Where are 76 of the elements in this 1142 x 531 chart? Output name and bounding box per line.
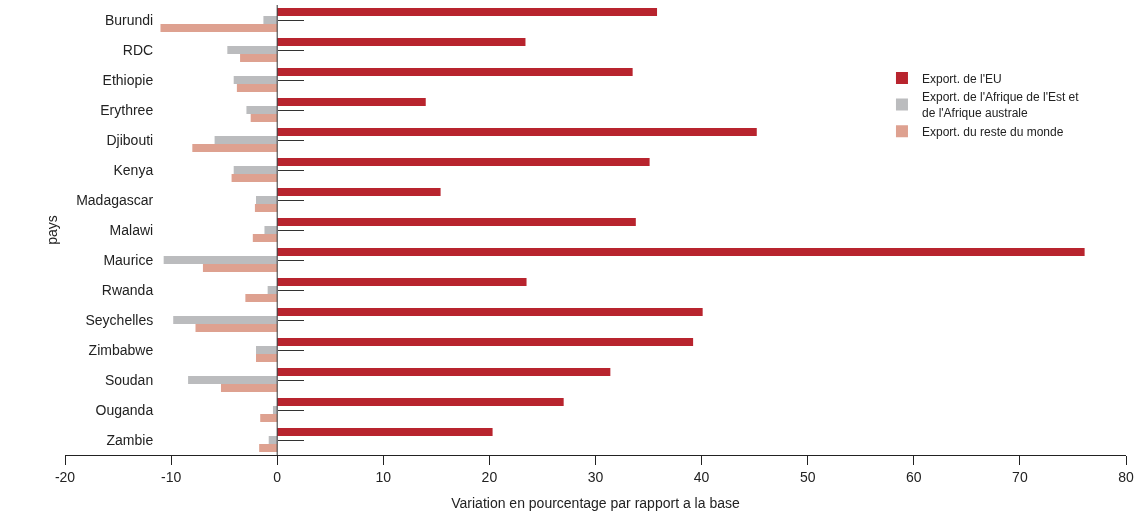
bar	[277, 338, 694, 346]
bar	[259, 444, 278, 452]
bar	[277, 128, 757, 136]
bar	[188, 376, 278, 384]
bar	[192, 144, 278, 152]
bar	[233, 166, 278, 174]
bar	[255, 346, 278, 354]
bar	[240, 54, 278, 62]
x-tick-label: 0	[273, 468, 282, 485]
bar	[195, 324, 278, 332]
bar	[173, 316, 278, 324]
x-axis-title: Variation en pourcentage par rapport a la base	[451, 495, 740, 512]
y-tick-label: Rwanda	[101, 281, 154, 298]
bar	[220, 384, 278, 392]
bar	[268, 436, 278, 444]
bar	[260, 414, 278, 422]
x-tick-label: 60	[906, 468, 922, 485]
bar	[233, 76, 278, 84]
y-tick-label: Djibouti	[106, 131, 154, 148]
bar	[227, 46, 278, 54]
bar	[214, 136, 278, 144]
bar	[236, 84, 278, 92]
bar	[255, 196, 278, 204]
bar	[202, 264, 278, 272]
bar	[277, 8, 658, 16]
x-tick-label: 50	[799, 468, 816, 485]
y-tick-label: Maurice	[103, 251, 154, 268]
bar	[277, 218, 636, 226]
y-tick-label: Malawi	[109, 221, 154, 238]
bar	[250, 114, 278, 122]
bar	[267, 286, 278, 294]
y-tick-label: Burundi	[104, 11, 154, 28]
y-axis-title: pays	[43, 215, 60, 245]
legend-label: Export. du reste du monde	[921, 124, 1064, 139]
y-tick-label: Kenya	[113, 161, 154, 178]
bar	[272, 406, 278, 414]
bar	[277, 68, 633, 76]
y-tick-label: Erythree	[100, 101, 154, 118]
y-tick-label: Seychelles	[85, 311, 154, 328]
x-tick-label: -20	[54, 468, 76, 485]
bar	[277, 158, 650, 166]
bar	[277, 308, 703, 316]
bar	[264, 226, 278, 234]
y-tick-label: Zambie	[106, 431, 154, 448]
y-tick-label: RDC	[122, 41, 154, 58]
x-tick-label: 20	[481, 468, 498, 485]
x-tick-label: 10	[375, 468, 392, 485]
bar	[254, 204, 278, 212]
y-tick-label: Ouganda	[95, 401, 154, 418]
x-tick-label: 30	[587, 468, 604, 485]
legend-label: Export. de l'EU	[921, 71, 1002, 86]
bar	[160, 24, 278, 32]
bar	[277, 98, 426, 106]
bar	[246, 106, 278, 114]
bar	[163, 256, 278, 264]
x-tick-label: 70	[1012, 468, 1028, 485]
bar	[277, 398, 564, 406]
x-tick-label: -10	[160, 468, 182, 485]
x-tick-label: 40	[693, 468, 710, 485]
x-tick-label: 80	[1118, 468, 1134, 485]
bar	[255, 354, 278, 362]
bar	[231, 174, 278, 182]
bar	[263, 16, 278, 24]
bar	[252, 234, 278, 242]
bar	[277, 248, 1085, 256]
y-tick-label: Ethiopie	[102, 71, 154, 88]
y-tick-label: Madagascar	[76, 191, 154, 208]
bar	[277, 368, 611, 376]
bar	[277, 278, 527, 286]
bar	[245, 294, 278, 302]
bar	[277, 188, 441, 196]
y-tick-label: Soudan	[104, 371, 154, 388]
y-tick-label: Zimbabwe	[88, 341, 154, 358]
bar	[277, 38, 526, 46]
legend-label: Export. de l'Afrique de l'Est et de l'Afrique australe	[921, 90, 1080, 121]
bar	[277, 428, 493, 436]
